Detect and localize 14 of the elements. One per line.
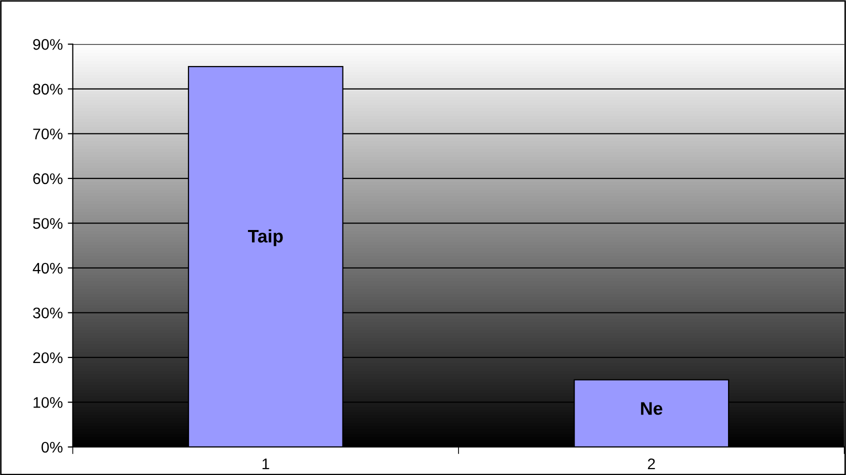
y-tick-label: 20% xyxy=(33,352,62,364)
x-tick-label: 2 xyxy=(648,458,655,470)
y-tick-label: 0% xyxy=(42,442,62,453)
y-tick-label: 60% xyxy=(33,173,62,184)
annotation: Taip xyxy=(248,229,283,246)
y-tick-label: 40% xyxy=(32,262,62,274)
y-tick-label: 10% xyxy=(34,397,62,408)
y-tick-label: 80% xyxy=(33,84,62,95)
y-tick-label: 30% xyxy=(33,308,62,318)
y-tick-label: 70% xyxy=(33,128,62,140)
annotation: Ne xyxy=(641,402,662,415)
y-tick-label: 90% xyxy=(33,39,62,50)
y-tick-label: 50% xyxy=(33,218,62,229)
x-tick-label: 1 xyxy=(262,458,270,470)
